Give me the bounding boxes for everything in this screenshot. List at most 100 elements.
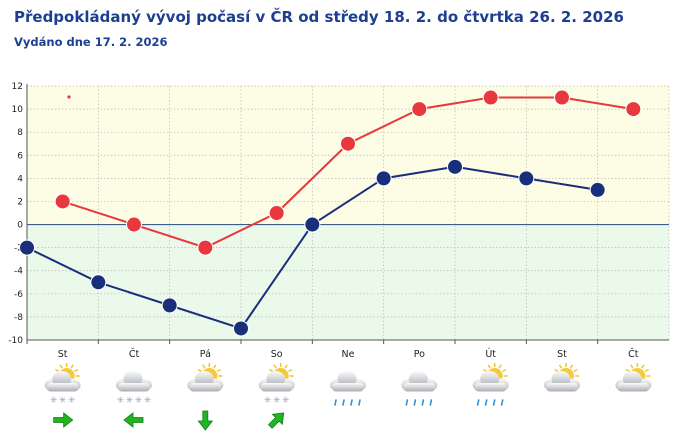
page-title: Předpokládaný vývoj počasí v ČR od střed… bbox=[14, 8, 624, 26]
data-point bbox=[268, 205, 285, 221]
sun-ray bbox=[569, 364, 574, 369]
cloud-part bbox=[474, 383, 507, 392]
cloud-rain-icon bbox=[330, 371, 366, 406]
raindrop bbox=[350, 399, 353, 406]
data-point bbox=[90, 274, 107, 291]
data-point bbox=[340, 135, 356, 152]
series-layer bbox=[19, 89, 642, 337]
cloud-part bbox=[189, 383, 222, 392]
wind-arrow-icon bbox=[197, 410, 214, 431]
sun-cloud-icon bbox=[187, 363, 224, 392]
y-tick-label: -10 bbox=[8, 336, 23, 346]
raindrop bbox=[484, 399, 488, 406]
sun-ray bbox=[502, 368, 507, 373]
y-tick-label: 2 bbox=[17, 197, 23, 207]
sun-ray bbox=[70, 364, 74, 369]
cloud-part bbox=[546, 383, 578, 392]
y-tick-label: -6 bbox=[14, 290, 23, 300]
snowflake: ✳ bbox=[264, 396, 272, 406]
sun-ray bbox=[630, 364, 634, 369]
sun-ray bbox=[202, 364, 206, 369]
marker-dot bbox=[67, 95, 71, 99]
raindrop bbox=[429, 399, 433, 406]
data-point bbox=[19, 239, 35, 256]
wind-arrow-icon bbox=[53, 412, 74, 428]
day-label: Ne bbox=[342, 349, 355, 360]
day-label: St bbox=[557, 349, 567, 360]
cloud-part bbox=[260, 383, 293, 392]
day-label: Čt bbox=[129, 348, 140, 360]
sun-ray bbox=[625, 368, 630, 373]
snowflake: ✳ bbox=[68, 396, 76, 406]
snowflake: ✳ bbox=[59, 396, 67, 406]
y-tick-label: 12 bbox=[12, 82, 23, 92]
day-label: So bbox=[271, 349, 283, 360]
day-label: Pá bbox=[200, 349, 211, 360]
sun-ray bbox=[269, 368, 274, 373]
raindrop bbox=[342, 399, 345, 406]
data-point bbox=[304, 216, 321, 233]
day-label: Po bbox=[414, 349, 425, 360]
wind-arrow-icon bbox=[123, 412, 144, 428]
arrow-shape bbox=[53, 412, 74, 428]
snowflake: ✳ bbox=[117, 396, 125, 406]
data-point bbox=[447, 158, 463, 175]
cloud-part bbox=[46, 383, 79, 392]
day-label: Čt bbox=[628, 348, 639, 360]
y-tick-label: 6 bbox=[17, 151, 23, 161]
sun-ray bbox=[558, 364, 563, 369]
data-point bbox=[197, 239, 214, 256]
cloud-rain-icon bbox=[401, 371, 438, 406]
data-point bbox=[482, 89, 499, 106]
y-tick-label: -4 bbox=[14, 267, 23, 277]
snowflake: ✳ bbox=[282, 396, 290, 406]
snowflake: ✳ bbox=[273, 396, 281, 406]
sun-ray bbox=[498, 364, 502, 369]
raindrop bbox=[492, 399, 496, 406]
x-axis: St Čt Pá So Ne Po Út St Čt bbox=[26, 340, 639, 360]
cloud-snow-icon: ✳ ✳ ✳ ✳ bbox=[116, 371, 152, 406]
raindrop bbox=[421, 399, 425, 406]
sun-ray bbox=[216, 368, 221, 373]
cloud-part bbox=[332, 383, 364, 392]
y-tick-label: -2 bbox=[14, 244, 23, 254]
sun-ray bbox=[197, 368, 202, 373]
raindrop bbox=[334, 399, 337, 406]
cloud-part bbox=[118, 383, 150, 392]
snowflake: ✳ bbox=[50, 396, 58, 406]
snowflake: ✳ bbox=[126, 396, 134, 406]
data-point bbox=[411, 101, 428, 118]
sun-ray bbox=[641, 364, 645, 369]
raindrop bbox=[413, 399, 417, 406]
sun-ray bbox=[213, 364, 217, 369]
sun-ray bbox=[487, 364, 491, 369]
y-tick-label: 4 bbox=[17, 174, 23, 184]
sun-ray bbox=[644, 368, 649, 373]
data-point bbox=[518, 170, 535, 187]
data-point bbox=[161, 297, 178, 314]
wind-arrow-icon bbox=[267, 412, 285, 429]
y-tick-label: 0 bbox=[17, 221, 23, 231]
y-tick-label: 8 bbox=[17, 128, 23, 138]
sun-ray bbox=[573, 368, 578, 373]
sun-ray bbox=[59, 364, 63, 369]
cold-zone bbox=[27, 224, 669, 340]
arrow-shape bbox=[267, 412, 285, 429]
day-label: Út bbox=[485, 348, 496, 360]
sun-ray bbox=[55, 368, 60, 373]
snowflake: ✳ bbox=[144, 396, 152, 406]
series-0 bbox=[54, 89, 642, 256]
plot-background bbox=[27, 86, 669, 340]
y-axis: -10 -8 -6 -4 -2 0 2 4 6 8 10 12 bbox=[8, 82, 23, 346]
data-point bbox=[554, 89, 570, 106]
data-point bbox=[126, 216, 142, 233]
series-1 bbox=[19, 158, 606, 337]
arrow-shape bbox=[123, 412, 144, 428]
raindrop bbox=[500, 399, 504, 406]
sun-cloud-icon bbox=[615, 363, 652, 392]
sun-cloud-icon bbox=[544, 363, 580, 392]
sun-ray bbox=[273, 364, 277, 369]
day-label: St bbox=[58, 349, 68, 360]
sun-ray bbox=[554, 368, 559, 373]
